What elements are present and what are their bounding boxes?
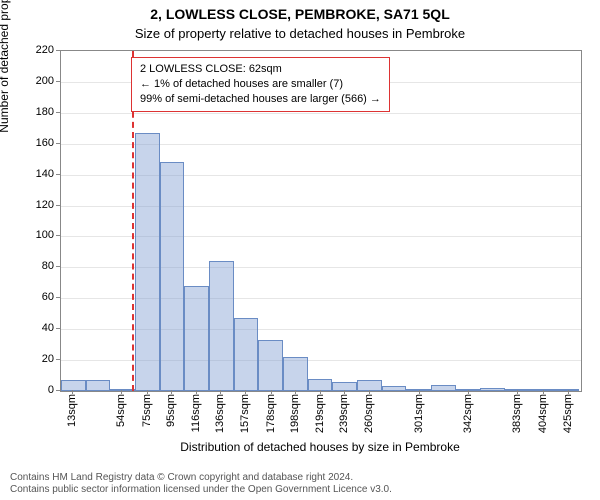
- y-axis-label: Number of detached properties: [0, 0, 11, 220]
- plot-area: 2 LOWLESS CLOSE: 62sqm ← 1% of detached …: [60, 50, 582, 392]
- x-tick-label: 342sqm: [462, 394, 474, 433]
- histogram-bar: [555, 389, 580, 391]
- histogram-bar: [258, 340, 283, 391]
- y-tick-mark: [56, 205, 60, 206]
- x-tick-label: 54sqm: [115, 394, 127, 427]
- y-tick-label: 200: [14, 75, 54, 87]
- histogram-bar: [209, 261, 234, 391]
- x-tick-label: 219sqm: [314, 394, 326, 433]
- x-tick-label: 13sqm: [66, 394, 78, 427]
- y-tick-mark: [56, 297, 60, 298]
- x-tick-label: 404sqm: [537, 394, 549, 433]
- footer-line-1: Contains HM Land Registry data © Crown c…: [10, 472, 590, 484]
- x-tick-label: 157sqm: [239, 394, 251, 433]
- y-tick-label: 220: [14, 44, 54, 56]
- x-tick-label: 136sqm: [214, 394, 226, 433]
- annotation-line-2: ← 1% of detached houses are smaller (7): [140, 77, 381, 92]
- y-tick-mark: [56, 81, 60, 82]
- histogram-bar: [480, 388, 505, 391]
- y-tick-label: 160: [14, 137, 54, 149]
- y-tick-label: 20: [14, 353, 54, 365]
- y-tick-mark: [56, 112, 60, 113]
- histogram-bar: [135, 133, 160, 391]
- x-tick-label: 239sqm: [338, 394, 350, 433]
- y-tick-label: 60: [14, 291, 54, 303]
- chart-title-main: 2, LOWLESS CLOSE, PEMBROKE, SA71 5QL: [0, 6, 600, 22]
- x-tick-label: 383sqm: [511, 394, 523, 433]
- y-tick-label: 80: [14, 260, 54, 272]
- footer-line-2: Contains public sector information licen…: [10, 484, 590, 496]
- y-tick-mark: [56, 235, 60, 236]
- y-tick-mark: [56, 328, 60, 329]
- histogram-bar: [234, 318, 259, 391]
- y-tick-mark: [56, 50, 60, 51]
- histogram-bar: [86, 380, 111, 391]
- x-tick-label: 178sqm: [265, 394, 277, 433]
- x-tick-label: 425sqm: [562, 394, 574, 433]
- y-tick-label: 120: [14, 199, 54, 211]
- histogram-bar: [431, 385, 456, 391]
- y-tick-mark: [56, 359, 60, 360]
- gridline: [61, 113, 581, 114]
- histogram-bar: [160, 162, 185, 391]
- histogram-bar: [283, 357, 308, 391]
- annotation-line-1: 2 LOWLESS CLOSE: 62sqm: [140, 62, 381, 77]
- chart-title-sub: Size of property relative to detached ho…: [0, 26, 600, 41]
- y-tick-label: 100: [14, 229, 54, 241]
- y-tick-mark: [56, 143, 60, 144]
- annotation-line-3: 99% of semi-detached houses are larger (…: [140, 92, 381, 107]
- y-tick-label: 180: [14, 106, 54, 118]
- x-tick-label: 116sqm: [190, 394, 202, 432]
- x-tick-label: 301sqm: [413, 394, 425, 433]
- annotation-box: 2 LOWLESS CLOSE: 62sqm ← 1% of detached …: [131, 57, 390, 112]
- footer-text: Contains HM Land Registry data © Crown c…: [10, 472, 590, 496]
- x-tick-label: 198sqm: [289, 394, 301, 433]
- histogram-bar: [184, 286, 209, 391]
- y-tick-mark: [56, 390, 60, 391]
- y-tick-label: 0: [14, 384, 54, 396]
- y-tick-mark: [56, 174, 60, 175]
- histogram-bar: [61, 380, 86, 391]
- x-tick-label: 95sqm: [165, 394, 177, 427]
- x-tick-label: 260sqm: [363, 394, 375, 433]
- y-tick-mark: [56, 266, 60, 267]
- x-tick-label: 75sqm: [141, 394, 153, 427]
- y-tick-label: 40: [14, 322, 54, 334]
- y-tick-label: 140: [14, 168, 54, 180]
- x-axis-label: Distribution of detached houses by size …: [60, 440, 580, 454]
- histogram-bar: [382, 386, 407, 391]
